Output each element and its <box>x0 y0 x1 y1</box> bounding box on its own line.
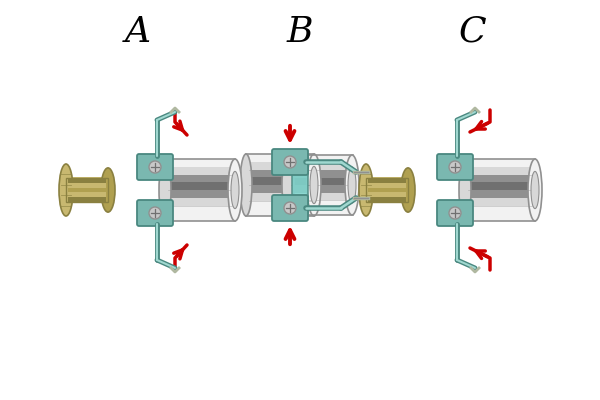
Bar <box>465 206 535 213</box>
Circle shape <box>284 156 296 168</box>
Bar <box>165 159 235 221</box>
Bar <box>246 200 314 208</box>
Bar <box>165 198 235 206</box>
Ellipse shape <box>159 159 171 221</box>
FancyBboxPatch shape <box>437 200 473 226</box>
Ellipse shape <box>459 159 471 221</box>
Bar <box>68 197 106 202</box>
Bar <box>465 182 535 190</box>
Bar <box>368 178 406 183</box>
Circle shape <box>449 207 461 219</box>
Circle shape <box>149 161 161 173</box>
Bar <box>246 208 314 216</box>
Bar <box>368 192 406 197</box>
Bar <box>66 177 108 203</box>
Ellipse shape <box>345 155 359 215</box>
Bar <box>68 178 106 183</box>
Bar <box>368 197 406 202</box>
Bar <box>368 183 406 188</box>
Ellipse shape <box>401 168 415 212</box>
Bar <box>288 192 353 200</box>
Bar <box>165 167 235 174</box>
Bar <box>246 177 314 185</box>
Bar <box>288 200 353 208</box>
Bar <box>288 155 353 215</box>
Bar <box>288 185 353 192</box>
Ellipse shape <box>531 171 539 209</box>
Circle shape <box>284 202 296 214</box>
Bar <box>68 192 106 197</box>
Bar <box>288 208 353 215</box>
FancyBboxPatch shape <box>272 195 308 221</box>
Bar <box>366 177 408 203</box>
Bar <box>465 167 535 174</box>
Ellipse shape <box>101 168 115 212</box>
Bar <box>165 206 235 213</box>
Text: C: C <box>458 15 486 49</box>
Ellipse shape <box>359 164 373 216</box>
Bar <box>465 198 535 206</box>
Ellipse shape <box>348 167 356 203</box>
Bar <box>292 157 308 213</box>
Bar <box>246 193 314 200</box>
Bar <box>66 178 108 202</box>
Bar <box>465 213 535 221</box>
Bar <box>68 183 106 188</box>
Bar <box>246 185 314 193</box>
FancyBboxPatch shape <box>272 149 308 175</box>
Bar <box>288 155 353 162</box>
Bar <box>288 162 353 170</box>
Bar <box>246 170 314 177</box>
Bar <box>465 159 535 167</box>
Bar <box>165 213 235 221</box>
Bar <box>68 188 106 192</box>
Ellipse shape <box>307 154 321 216</box>
Ellipse shape <box>528 159 542 221</box>
Bar <box>165 182 235 190</box>
Bar <box>465 190 535 198</box>
Text: A: A <box>125 15 151 49</box>
Text: B: B <box>287 15 313 49</box>
Ellipse shape <box>59 164 73 216</box>
Bar <box>366 178 408 202</box>
Ellipse shape <box>228 159 242 221</box>
Bar <box>288 178 353 185</box>
Bar <box>368 188 406 192</box>
Bar <box>465 159 535 221</box>
Bar <box>288 170 353 178</box>
Circle shape <box>449 161 461 173</box>
Bar <box>246 154 314 216</box>
Bar <box>165 159 235 167</box>
Ellipse shape <box>240 154 252 216</box>
Bar <box>246 162 314 170</box>
Bar <box>165 190 235 198</box>
Bar <box>246 154 314 162</box>
Ellipse shape <box>310 166 318 204</box>
Bar <box>465 174 535 182</box>
Bar <box>165 174 235 182</box>
FancyBboxPatch shape <box>437 154 473 180</box>
FancyBboxPatch shape <box>137 200 173 226</box>
Ellipse shape <box>231 171 239 209</box>
FancyBboxPatch shape <box>137 154 173 180</box>
Circle shape <box>149 207 161 219</box>
Ellipse shape <box>282 155 294 215</box>
